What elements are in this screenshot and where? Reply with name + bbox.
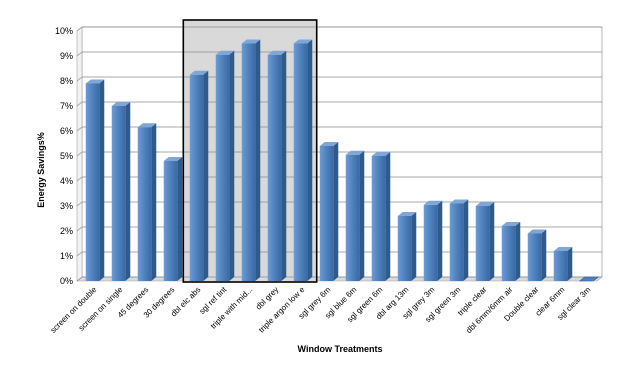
y-tick-label: 9% — [60, 51, 73, 61]
x-tick-label: triple argon low e — [257, 285, 307, 335]
bar — [501, 222, 521, 281]
y-tick-label: 0% — [60, 276, 73, 286]
bar — [449, 199, 469, 281]
y-tick-label: 4% — [60, 176, 73, 186]
y-tick-label: 10% — [55, 26, 73, 36]
gridline-depth — [76, 76, 83, 82]
x-tick-label: dbl 6mm/6mm air — [464, 285, 514, 335]
bar — [85, 79, 105, 281]
x-tick-label: screen on double — [49, 285, 99, 335]
y-axis-ticks: 0% 1% 2% 3% 4% 5% 6% 7% 8% 9% 10% — [55, 26, 73, 286]
plot-floor — [76, 276, 603, 282]
bar — [111, 102, 131, 281]
highlight-border — [182, 19, 318, 283]
bar — [527, 229, 547, 281]
bar — [163, 157, 183, 281]
highlight-border-layer — [182, 19, 318, 283]
gridline-depth — [76, 251, 83, 257]
y-tick-label: 6% — [60, 126, 73, 136]
gridline-depth — [76, 151, 83, 157]
gridline-depth — [76, 101, 83, 107]
y-tick-label: 8% — [60, 76, 73, 86]
bars — [85, 39, 600, 282]
bar — [578, 276, 600, 282]
bar — [475, 202, 495, 281]
gridline-depth — [76, 51, 83, 57]
bar — [397, 212, 417, 281]
bar — [345, 150, 365, 281]
bar — [371, 152, 391, 281]
x-axis-title: Window Treatments — [298, 344, 383, 354]
y-tick-label: 2% — [60, 226, 73, 236]
bar — [241, 39, 261, 281]
bar — [423, 200, 443, 281]
gridline-depth — [76, 126, 83, 132]
bar — [189, 70, 209, 281]
gridline-depth — [76, 201, 83, 207]
y-tick-label: 5% — [60, 151, 73, 161]
bar — [553, 247, 573, 281]
gridline-depth — [76, 276, 83, 282]
gridline-depth — [76, 26, 83, 32]
y-axis-title: Energy Savings% — [36, 132, 46, 208]
bar — [215, 50, 235, 281]
y-tick-label: 3% — [60, 201, 73, 211]
bar — [293, 39, 313, 281]
bar — [267, 50, 287, 281]
y-tick-label: 1% — [60, 251, 73, 261]
gridline-depth — [76, 226, 83, 232]
bar — [137, 123, 157, 281]
y-tick-label: 7% — [60, 101, 73, 111]
gridline-depth — [76, 176, 83, 182]
bar — [319, 142, 339, 281]
